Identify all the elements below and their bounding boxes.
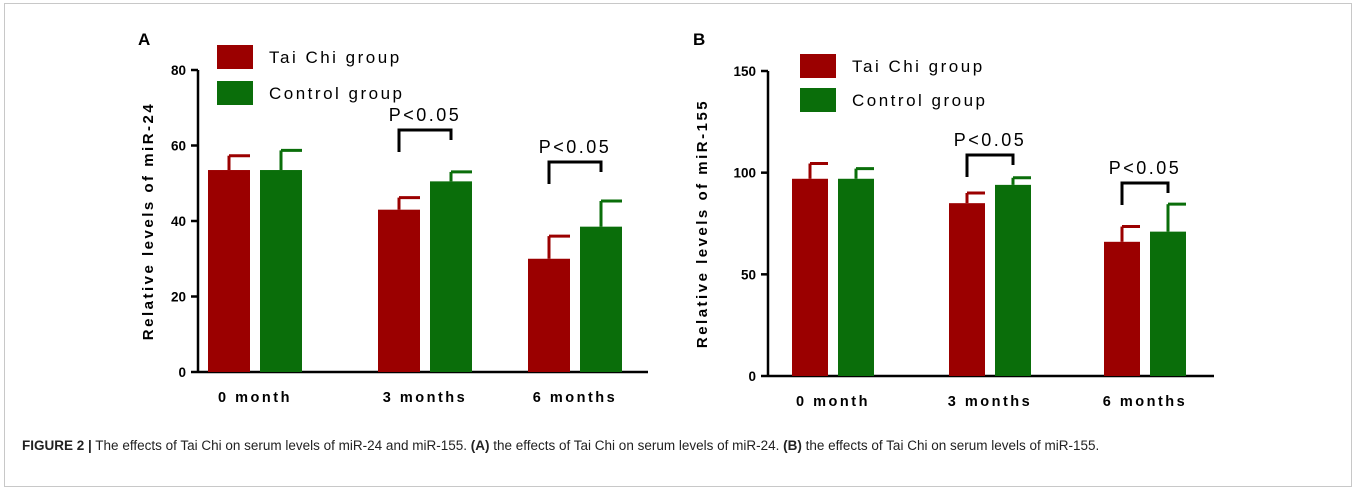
legend-swatch — [217, 81, 253, 105]
caption-text-3: the effects of Tai Chi on serum levels o… — [801, 438, 1100, 453]
x-tick-label: 0 month — [218, 390, 292, 406]
x-tick-label: 6 months — [1103, 394, 1187, 410]
caption-tag-a: (A) — [470, 438, 490, 453]
caption-tag-b: (B) — [783, 438, 802, 453]
chart-panel-b: B Relative levels of miR-155 0 50 100 150 0 mo… — [693, 30, 1214, 410]
y-axis-label: Relative levels of miR-155 — [694, 99, 711, 348]
y-tick-label: 40 — [171, 214, 186, 229]
y-axis-label: Relative levels of miR-24 — [140, 102, 157, 340]
legend-label: Control group — [852, 91, 988, 110]
y-tick-label: 100 — [733, 166, 756, 181]
significance-bracket — [397, 128, 453, 152]
bar — [528, 258, 570, 372]
bar — [260, 170, 302, 372]
figure-charts: A Relative levels of miR-24 0 20 40 60 80 0 mon… — [138, 30, 1214, 410]
legend-swatch — [217, 45, 253, 69]
x-tick-label: 3 months — [383, 390, 467, 406]
figure-caption: FIGURE 2 | The effects of Tai Chi on ser… — [22, 436, 1332, 456]
bar — [995, 184, 1031, 376]
y-tick-label: 150 — [733, 64, 756, 79]
y-tick-label: 80 — [171, 63, 186, 78]
bar — [792, 178, 828, 376]
y-tick-label: 50 — [741, 267, 756, 282]
legend-label: Control group — [269, 84, 405, 103]
caption-label: FIGURE 2 | — [22, 438, 92, 453]
bar — [1104, 241, 1140, 376]
y-tick-label: 60 — [171, 139, 186, 154]
y-tick-label: 0 — [748, 369, 756, 384]
significance-bracket — [547, 160, 603, 184]
bar — [208, 170, 250, 372]
bar — [378, 209, 420, 372]
legend-swatch — [800, 54, 836, 78]
legend-label: Tai Chi group — [852, 57, 985, 76]
y-tick-label: 20 — [171, 290, 186, 305]
bar — [949, 203, 985, 376]
bar — [430, 181, 472, 372]
significance-bracket — [1120, 181, 1170, 205]
caption-text-1: The effects of Tai Chi on serum levels o… — [91, 438, 471, 453]
bar — [838, 178, 874, 376]
panel-letter: A — [138, 30, 150, 49]
chart-panel-a: A Relative levels of miR-24 0 20 40 60 80 0 mon… — [138, 30, 648, 406]
caption-text-2: the effects of Tai Chi on serum levels o… — [489, 438, 784, 453]
x-tick-label: 0 month — [796, 394, 870, 410]
significance-label: P<0.05 — [539, 137, 612, 157]
bar — [580, 226, 622, 372]
significance-bracket — [965, 153, 1015, 177]
significance-label: P<0.05 — [1109, 158, 1182, 178]
x-tick-label: 3 months — [948, 394, 1032, 410]
significance-label: P<0.05 — [954, 130, 1027, 150]
y-tick-label: 0 — [178, 365, 186, 380]
significance-label: P<0.05 — [389, 105, 462, 125]
panel-letter: B — [693, 30, 705, 49]
x-tick-label: 6 months — [533, 390, 617, 406]
legend-swatch — [800, 88, 836, 112]
bar — [1150, 231, 1186, 376]
legend-label: Tai Chi group — [269, 48, 402, 67]
